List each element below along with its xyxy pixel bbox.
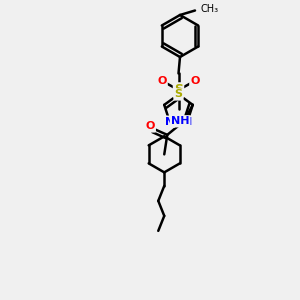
Text: N: N [183,117,192,127]
Text: CH₃: CH₃ [200,4,218,14]
Text: N: N [165,117,174,127]
Text: O: O [157,76,167,86]
Text: O: O [190,76,200,86]
Text: S: S [175,89,182,100]
Text: O: O [146,122,155,131]
Text: NH: NH [171,116,189,126]
Text: S: S [174,83,183,97]
